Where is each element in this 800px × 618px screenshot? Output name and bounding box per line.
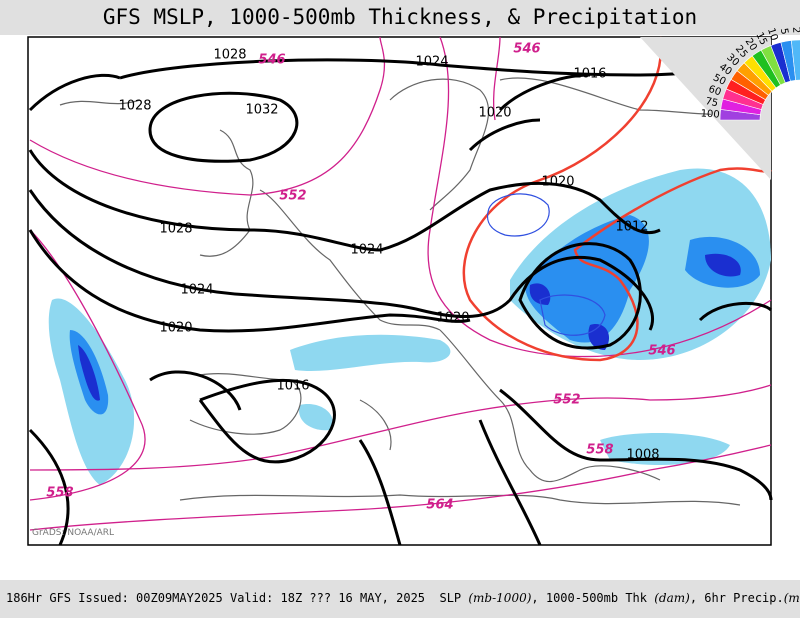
thickness-label: 552 <box>279 189 306 204</box>
pressure-label: 1020 <box>478 106 511 121</box>
footer-bar <box>0 580 800 618</box>
legend-label: 60 <box>707 84 723 99</box>
legend-label: 2 <box>790 27 800 34</box>
footer-part: , 6hr Precip. <box>690 591 784 605</box>
title-bar <box>0 0 800 35</box>
thickness-label: 564 <box>426 498 453 513</box>
thickness-label: 546 <box>513 42 540 57</box>
thickness-label: 546 <box>258 53 285 68</box>
precipitation <box>48 168 771 485</box>
pressure-label: 1016 <box>276 379 309 394</box>
map: 1028 1024 1016 1028 1032 1020 1020 1012 … <box>27 27 800 546</box>
pressure-label: 1028 <box>118 99 151 114</box>
thickness-label: 546 <box>648 344 675 359</box>
thickness-label: 558 <box>46 486 73 501</box>
pressure-label: 1024 <box>180 283 213 298</box>
pressure-label: 1008 <box>626 448 659 463</box>
legend-swatch <box>790 39 800 81</box>
legend-label: 50 <box>711 72 727 88</box>
legend-label: 100 <box>700 108 720 120</box>
legend-label: 75 <box>704 96 719 109</box>
credit: GrADS: NOAA/ARL <box>32 528 114 538</box>
footer-part: (mm) <box>784 591 800 605</box>
pressure-label: 1032 <box>245 103 278 118</box>
footer-part: , 1000-500mb Thk <box>531 591 654 605</box>
small-lows <box>486 193 606 336</box>
footer-part: 186Hr GFS Issued: 00Z09MAY2025 Valid: 18… <box>6 591 468 605</box>
footer-part: (mb-1000) <box>468 591 531 605</box>
thickness-labels: 546 546 552 546 552 558 558 564 <box>46 42 675 513</box>
pressure-label: 1028 <box>159 222 192 237</box>
footer-part: (dam) <box>654 591 690 605</box>
pressure-label: 1016 <box>573 67 606 82</box>
thickness-label: 552 <box>553 393 580 408</box>
thickness-546 <box>462 36 772 362</box>
title: GFS MSLP, 1000-500mb Thickness, & Precip… <box>103 5 697 29</box>
pressure-label: 1020 <box>541 175 574 190</box>
pressure-label: 1028 <box>213 48 246 63</box>
pressure-labels: 1028 1024 1016 1028 1032 1020 1020 1012 … <box>118 48 659 463</box>
pressure-label: 1012 <box>615 220 648 235</box>
pressure-label: 1024 <box>415 55 448 70</box>
coastlines <box>59 77 761 506</box>
pressure-label: 1020 <box>436 311 469 326</box>
pressure-label: 1020 <box>159 321 192 336</box>
footer: 186Hr GFS Issued: 00Z09MAY2025 Valid: 18… <box>6 591 800 605</box>
thickness-label: 558 <box>586 443 613 458</box>
legend-label: 15 <box>753 31 768 47</box>
pressure-label: 1024 <box>350 243 383 258</box>
legend-label: 5 <box>778 27 790 35</box>
legend-label: 10 <box>765 27 779 42</box>
